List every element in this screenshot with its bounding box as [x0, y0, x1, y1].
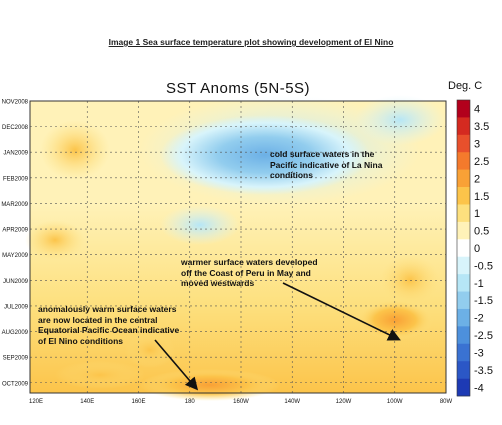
y-tick-label: MAY2009 [2, 253, 29, 259]
y-axis-ticks: NOV2008 DEC2008 JAN2009 FEB2009 MAR2009 APR20… [1, 100, 28, 388]
y-tick-label: APR2009 [2, 228, 28, 234]
colorbar-swatch [457, 326, 470, 345]
colorbar-tick-label: -0.5 [474, 260, 493, 272]
x-tick-label: 140W [284, 399, 300, 405]
colorbar-swatch [457, 169, 470, 188]
x-tick-label: 160E [131, 399, 145, 405]
annotation-line: cold surface waters in the [270, 149, 375, 159]
y-tick-label: AUG2009 [2, 330, 29, 336]
colorbar-tick-label: 2 [474, 173, 480, 185]
x-tick-label: 180 [185, 399, 196, 405]
figure-caption: Image 1 Sea surface temperature plot sho… [108, 37, 394, 47]
colorbar-tick-label: -4 [474, 382, 484, 394]
colorbar-swatch [457, 221, 470, 240]
colorbar-swatch [457, 343, 470, 362]
colorbar-swatch [457, 361, 470, 379]
y-tick-label: JUN2009 [3, 279, 29, 285]
colorbar-tick-label: 2.5 [474, 156, 489, 168]
colorbar-tick-label: 4 [474, 104, 480, 116]
colorbar-tick-label: 0 [474, 243, 480, 255]
colorbar-swatch [457, 152, 470, 170]
annotation-line: of El Nino conditions [38, 335, 123, 346]
annotation-la-nina: cold surface waters in the Pacific indica… [270, 149, 410, 181]
x-tick-label: 120E [29, 399, 43, 405]
chart-title: SST Anoms (5N-5S) [165, 80, 311, 97]
colorbar-tick-label: -2 [474, 313, 484, 325]
colorbar-tick-label: 1 [474, 208, 480, 220]
colorbar-swatch [457, 291, 470, 310]
x-tick-label: 140E [80, 399, 94, 405]
arrow-peru [282, 282, 401, 341]
annotation-peru-warming: warmer surface waters developed off the C… [181, 257, 381, 289]
annotation-line: anomalously warm surface waters [38, 304, 177, 314]
colorbar-tick-label: 3.5 [474, 121, 489, 133]
colorbar-swatch [457, 117, 470, 136]
x-tick-label: 80W [440, 399, 453, 405]
annotation-line: are now located in the central [38, 314, 158, 325]
annotation-line: moved westwards [181, 278, 255, 288]
colorbar-swatch [457, 239, 470, 258]
colorbar-swatch [457, 308, 470, 327]
colorbar-tick-label: -3.5 [474, 365, 493, 377]
y-tick-label: JUL2009 [4, 304, 29, 310]
heatmap-field [25, 95, 446, 401]
annotation-line: warmer surface waters developed [181, 257, 318, 267]
colorbar-tick-label: -1.5 [474, 295, 493, 307]
arrow-elnino [154, 339, 199, 391]
colorbar-tick-label: 1.5 [474, 191, 489, 203]
y-tick-label: NOV2008 [2, 100, 29, 106]
colorbar-swatch [457, 274, 470, 292]
y-tick-label: DEC2008 [2, 125, 29, 131]
colorbar-tick-label: -1 [474, 278, 484, 290]
colorbar-swatch [457, 134, 470, 153]
colorbar-swatch [457, 187, 470, 205]
annotation-line: Pacific indicative of La Nina [270, 159, 383, 170]
grid-lines [30, 101, 446, 393]
annotation-line: Equatorial Pacific Ocean indicative [38, 325, 180, 335]
y-tick-label: JAN2009 [3, 151, 28, 157]
y-tick-label: FEB2009 [3, 176, 29, 182]
annotation-el-nino: anomalously warm surface waters are now l… [38, 304, 228, 346]
x-axis-ticks: 120E 140E 160E 180 160W 140W 120W 100W 80W [29, 399, 453, 405]
colorbar-tick-label: 3 [474, 139, 480, 151]
colorbar-swatch [457, 204, 470, 223]
colorbar: 4 3.5 3 2.5 2 1.5 1 0.5 0 -0.5 -1 -1.5 -2 -2.5 -3 -3.5 -… [456, 99, 493, 397]
x-tick-label: 100W [387, 399, 403, 405]
colorbar-unit-label: Deg. C [448, 80, 483, 92]
colorbar-swatch [457, 100, 470, 118]
x-tick-label: 160W [233, 399, 249, 405]
colorbar-swatch [457, 256, 470, 275]
colorbar-tick-label: -2.5 [474, 330, 493, 342]
colorbar-swatch [457, 378, 470, 397]
colorbar-tick-label: -3 [474, 347, 484, 359]
annotation-line: conditions [270, 170, 313, 180]
colorbar-tick-label: 0.5 [474, 226, 489, 238]
y-tick-label: SEP2009 [3, 356, 29, 362]
y-tick-label: MAR2009 [1, 202, 28, 208]
annotation-line: off the Coast of Peru in May and [181, 267, 311, 278]
y-tick-label: OCT2009 [2, 381, 29, 387]
x-tick-label: 120W [336, 399, 352, 405]
